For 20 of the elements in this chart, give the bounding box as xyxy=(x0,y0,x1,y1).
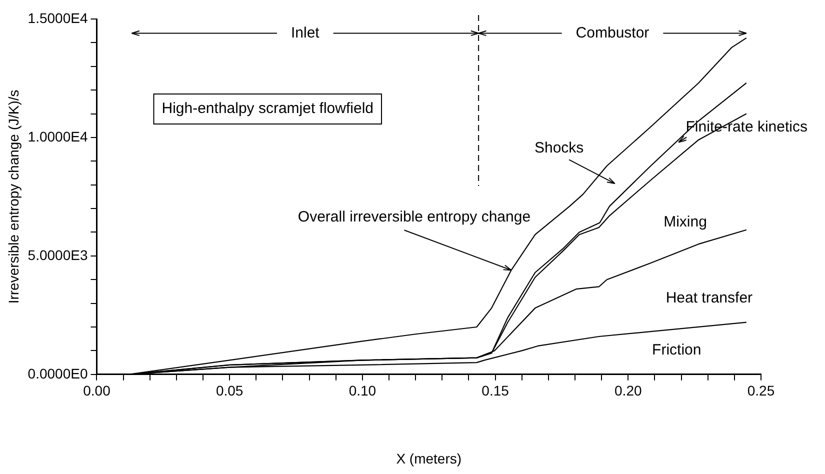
x-tick-label: 0.15 xyxy=(482,382,510,399)
annotation: Overall irreversible entropy change xyxy=(298,208,531,226)
y-axis-title: Irreversible entropy change (J/K)/s xyxy=(5,90,22,304)
annotation: Combustor xyxy=(576,24,650,42)
y-tick-label: 0.0000E0 xyxy=(28,365,88,382)
annotation: Mixing xyxy=(664,213,707,230)
y-tick-label: 1.5000E4 xyxy=(28,10,88,26)
annotation: High-enthalpy scramjet flowfield xyxy=(162,100,374,118)
x-tick-label: 0.00 xyxy=(83,382,111,399)
x-tick-label: 0.10 xyxy=(348,382,376,399)
x-tick-label: 0.20 xyxy=(614,382,642,399)
annotation: Inlet xyxy=(290,24,320,42)
annotation: Friction xyxy=(652,342,702,359)
annotation: Shocks xyxy=(534,140,584,157)
x-tick-label: 0.05 xyxy=(216,382,244,399)
y-tick-label: 5.0000E3 xyxy=(28,246,88,263)
x-axis-title: X (meters) xyxy=(396,450,462,466)
x-tick-label: 0.25 xyxy=(747,382,775,399)
annotation: Heat transfer xyxy=(666,289,753,306)
y-tick-label: 1.0000E4 xyxy=(28,128,88,144)
